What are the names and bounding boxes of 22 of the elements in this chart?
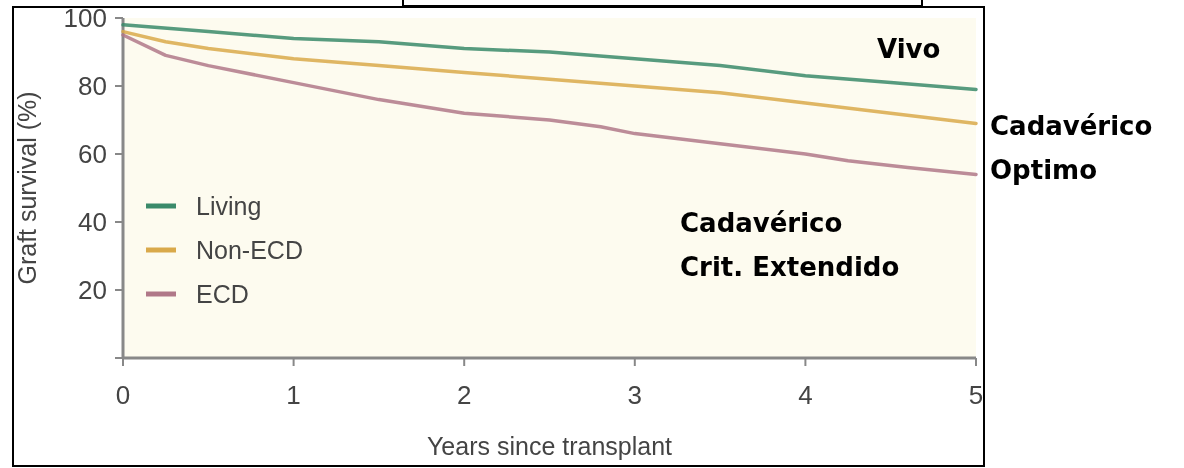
x-tick-label: 3	[627, 380, 643, 410]
y-tick-label: 20	[78, 275, 107, 306]
line-series	[121, 23, 978, 92]
y-axis-title: Graft survival (%)	[13, 91, 41, 285]
annotation: Vivo	[877, 34, 941, 64]
legend-label: ECD	[196, 279, 249, 308]
x-tick-label: 1	[286, 380, 301, 410]
y-tick-label: 60	[78, 139, 107, 170]
x-tick-label: 5	[968, 380, 984, 410]
x-tick-label: 2	[456, 380, 472, 410]
line-series	[121, 29, 978, 126]
y-tick-label: 40	[78, 207, 107, 238]
text: Cadavérico Optimo	[990, 111, 1153, 185]
annotation: Cadavérico Crit. Extendido	[680, 208, 900, 282]
x-tick-label: 4	[798, 380, 813, 410]
x-axis-title: Years since transplant	[426, 432, 673, 460]
legend-label: Non-ECD	[196, 235, 303, 264]
legend-label: Living	[196, 191, 262, 220]
line-series	[121, 33, 978, 177]
y-tick-label: 100	[63, 3, 107, 34]
y-tick-label: 80	[78, 71, 107, 102]
x-tick-label: 0	[115, 380, 131, 410]
